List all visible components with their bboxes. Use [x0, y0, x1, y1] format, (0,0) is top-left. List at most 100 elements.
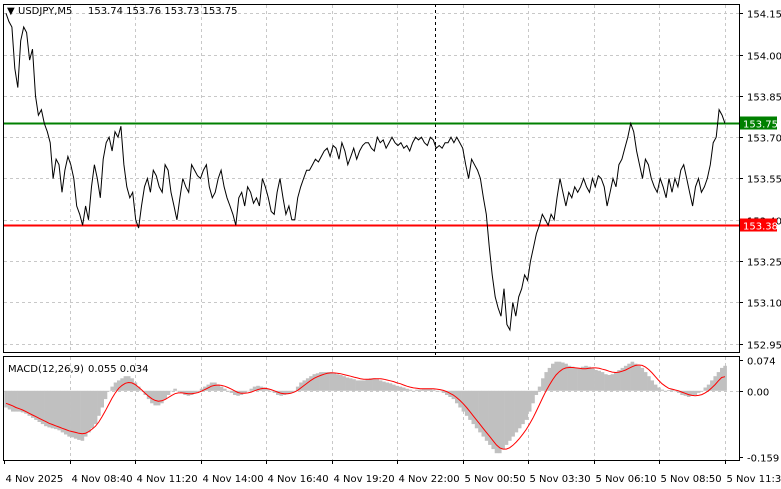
macd-histogram-bar	[368, 378, 373, 391]
macd-histogram-bar	[93, 390, 98, 425]
time-axis: 4 Nov 2025 4 Nov 08:40 4 Nov 11:20 4 Nov 14…	[4, 460, 781, 485]
macd-histogram-bar	[103, 390, 108, 400]
time-tick-label: 4 Nov 22:00	[399, 474, 460, 485]
macd-histogram-bar	[541, 378, 545, 391]
macd-histogram-bar	[577, 367, 582, 391]
macd-histogram-bar	[643, 372, 648, 391]
macd-histogram-bar	[435, 390, 439, 392]
macd-histogram-bar	[574, 367, 578, 391]
macd-histogram-bar	[660, 389, 664, 391]
macd-histogram-bar	[382, 381, 386, 391]
macd-histogram-bar	[680, 390, 684, 395]
macd-histogram-bar	[100, 390, 104, 408]
macd-histogram-bar	[196, 390, 201, 392]
price-tick-label: 153.25	[747, 258, 781, 269]
macd-histogram-bar	[597, 370, 601, 391]
macd-histogram-bar	[388, 383, 393, 391]
macd-histogram-bar	[468, 390, 472, 420]
macd-histogram-bar	[348, 378, 353, 391]
macd-histogram-bar	[47, 390, 51, 428]
macd-histogram-bar	[531, 390, 535, 404]
macd-histogram-bar	[405, 388, 409, 391]
macd-histogram-bar	[653, 384, 658, 391]
macd-signal-line	[5, 364, 726, 450]
macd-histogram-bar	[236, 390, 240, 396]
macd-histogram-bar	[57, 390, 61, 431]
macd-histogram-bar	[173, 388, 177, 391]
macd-histogram-bar	[488, 390, 492, 445]
macd-histogram-bar	[720, 367, 724, 391]
macd-histogram-bar	[411, 390, 416, 392]
macd-histogram-bar	[723, 365, 727, 391]
macd-histogram-bar	[415, 389, 419, 391]
macd-histogram-bar	[246, 390, 250, 392]
price-tick-label: 153.70	[747, 134, 781, 145]
macd-histogram-bar	[4, 390, 8, 408]
macd-histogram-bar	[508, 390, 512, 441]
macd-histogram-bar	[580, 366, 585, 391]
ohlc-values: 153.74 153.76 153.73 153.75	[88, 6, 238, 17]
macd-histogram-bar	[494, 390, 499, 454]
macd-histogram-bar	[90, 390, 95, 429]
macd-histogram-bar	[362, 380, 366, 391]
macd-histogram-bar	[266, 388, 270, 391]
level-lines	[4, 122, 739, 227]
time-tick-label: 5 Nov 08:50	[661, 474, 722, 485]
macd-histogram-bar	[276, 390, 280, 395]
macd-histogram-bar	[438, 390, 442, 392]
macd-histogram-bar	[286, 390, 290, 395]
macd-histogram-bar	[657, 387, 661, 391]
macd-histogram-bar	[594, 370, 598, 391]
macd-histogram-bar	[587, 366, 592, 391]
macd-histogram-bar	[630, 361, 635, 391]
macd-histogram-bar	[551, 363, 555, 391]
price-tick-label: 154.00	[747, 52, 781, 63]
macd-histogram-bar	[156, 390, 161, 406]
macd-histogram-bar	[445, 390, 449, 395]
macd-histogram-bar	[292, 390, 297, 392]
macd-histogram-bar	[229, 390, 234, 393]
macd-histogram-bar	[620, 367, 625, 391]
macd-histogram-bar	[428, 388, 433, 391]
macd-histogram-bar	[561, 362, 565, 391]
macd-histogram-bar	[34, 390, 38, 420]
macd-histogram-bar	[150, 390, 154, 404]
macd-histogram-bar	[564, 363, 568, 391]
macd-histogram-bar	[136, 386, 141, 391]
macd-tick-label: 0.074	[747, 357, 776, 368]
macd-histogram-bar	[83, 390, 88, 437]
macd-histogram-bar	[113, 382, 118, 391]
macd-histogram-bar	[471, 390, 476, 425]
macd-histogram-bar	[544, 372, 548, 391]
macd-histogram-bar	[398, 386, 403, 391]
macd-histogram-bar	[372, 378, 376, 391]
macd-histogram-bar	[312, 374, 317, 391]
macd-histogram-bar	[7, 390, 12, 410]
price-tick-label: 152.95	[747, 341, 781, 352]
macd-histogram-bar	[50, 390, 55, 429]
macd-histogram-bar	[160, 390, 164, 404]
macd-histogram-bar	[547, 367, 552, 391]
macd-histogram-bar	[421, 388, 426, 391]
macd-histogram-bar	[425, 388, 429, 391]
collapse-arrow-icon[interactable]: ▼	[7, 6, 15, 17]
macd-histogram-bar	[345, 377, 350, 391]
macd-histogram-bar	[481, 390, 486, 437]
price-axis: 154.15154.00153.85153.70153.55153.40153.…	[739, 10, 781, 352]
macd-histogram-bar	[77, 390, 81, 440]
time-tick-label: 5 Nov 03:30	[530, 474, 591, 485]
macd-histogram-bar	[282, 390, 287, 395]
macd-histogram-bar	[418, 389, 423, 391]
macd-histogram-bar	[233, 390, 237, 395]
price-tick-label: 154.15	[747, 10, 781, 21]
macd-histogram-bar	[464, 390, 469, 416]
macd-histogram-bar	[647, 376, 651, 391]
green-level-label-bg	[740, 116, 777, 130]
macd-histogram-bar	[610, 374, 615, 391]
macd-histogram-bar	[710, 380, 714, 391]
macd-histogram-bar	[342, 376, 346, 391]
macd-histogram-bar	[703, 387, 708, 391]
macd-histogram-bar	[295, 386, 300, 391]
red-level-label-bg	[740, 218, 777, 232]
macd-histogram-bar	[70, 390, 75, 438]
